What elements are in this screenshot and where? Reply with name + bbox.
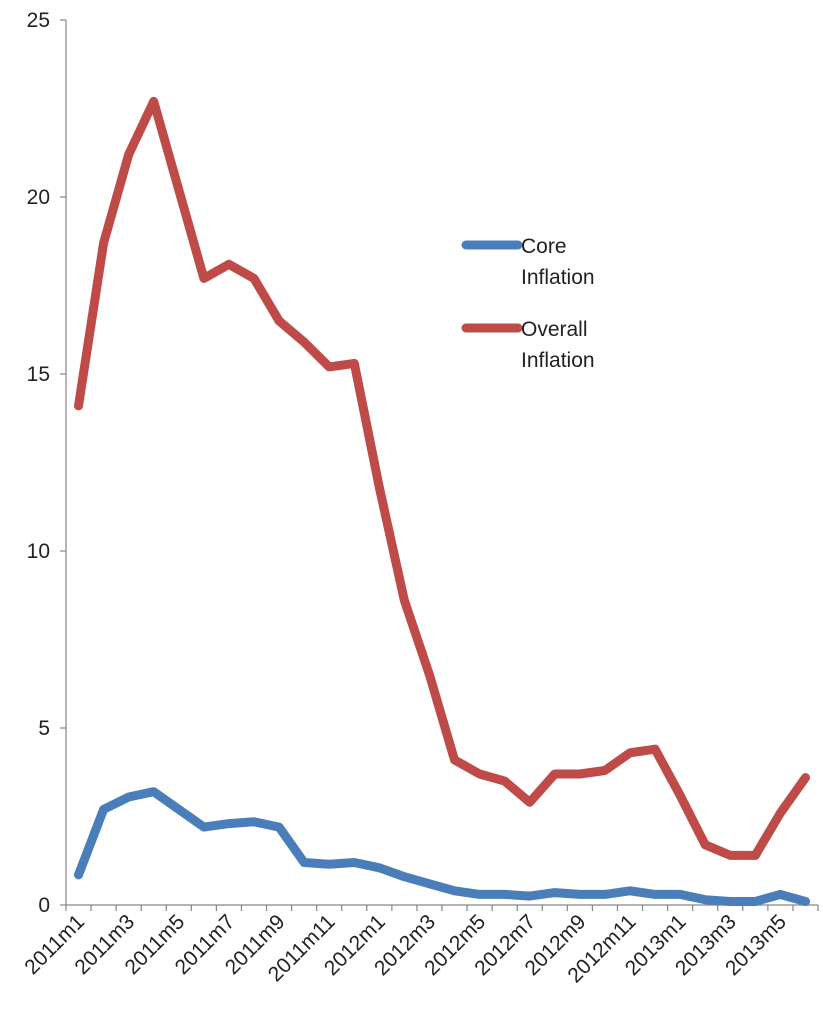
series-group: [74, 787, 810, 906]
y-tick-label: 5: [38, 717, 50, 740]
data-point: [679, 794, 681, 796]
data-point: [378, 867, 380, 869]
data-point: [103, 808, 105, 810]
data-point: [128, 796, 130, 798]
data-point: [604, 770, 606, 771]
data-point: [504, 780, 506, 782]
data-point: [153, 791, 155, 793]
data-point: [353, 362, 355, 364]
y-tick-label: 20: [27, 186, 50, 209]
data-point: [529, 895, 531, 897]
legend-item-core-inflation: Core Inflation: [461, 235, 595, 289]
data-point: [178, 189, 180, 191]
data-point: [579, 893, 581, 895]
data-point: [729, 854, 731, 856]
data-point: [203, 826, 205, 828]
data-point: [754, 901, 756, 902]
data-point: [504, 893, 506, 895]
data-point: [228, 823, 230, 825]
data-point: [679, 893, 681, 895]
data-point: [203, 277, 205, 279]
data-point: [454, 890, 455, 892]
data-point: [805, 777, 806, 779]
legend-label: Core: [521, 235, 567, 258]
y-tick-label: 0: [38, 894, 50, 917]
data-point: [328, 366, 330, 368]
data-point: [353, 862, 355, 863]
legend-label: Inflation: [521, 266, 595, 289]
series-lines: [74, 96, 810, 906]
data-point: [403, 876, 405, 878]
data-point: [103, 242, 105, 244]
data-point: [128, 154, 130, 155]
data-point: [78, 405, 79, 407]
data-point: [779, 812, 781, 814]
y-tick-label: 15: [27, 363, 50, 386]
data-point: [429, 883, 430, 885]
data-point: [78, 874, 79, 876]
data-point: [228, 263, 230, 265]
legend-item-overall-inflation: Overall Inflation: [461, 318, 595, 372]
data-point: [729, 901, 731, 902]
data-point: [554, 892, 556, 894]
data-point: [629, 752, 631, 754]
series-line-core-inflation: [74, 787, 810, 906]
data-point: [654, 893, 656, 895]
data-point: [805, 901, 806, 902]
data-point: [303, 341, 305, 343]
data-point: [479, 773, 481, 775]
data-point: [328, 863, 330, 865]
data-point: [604, 893, 606, 895]
data-point: [554, 773, 556, 775]
data-point: [153, 100, 155, 102]
data-point: [454, 759, 455, 761]
data-point: [779, 893, 781, 895]
data-point: [178, 808, 180, 810]
data-point: [278, 320, 280, 322]
y-tick-label: 10: [27, 540, 50, 563]
legend-label: Overall: [521, 318, 588, 341]
series-line-overall-inflation: [74, 96, 810, 860]
data-point: [754, 854, 756, 856]
data-point: [303, 862, 305, 863]
series-group: [74, 96, 810, 860]
data-point: [253, 821, 255, 823]
data-point: [704, 844, 706, 846]
data-point: [479, 893, 481, 895]
x-axis: 2011m12011m32011m52011m72011m92011m11201…: [20, 904, 819, 987]
data-point: [529, 801, 531, 803]
legend: Core Inflation Overall Inflation: [461, 235, 595, 372]
data-point: [579, 773, 581, 775]
data-point: [704, 899, 706, 901]
data-point: [403, 600, 405, 602]
data-point: [629, 890, 631, 892]
legend-label: Inflation: [521, 349, 595, 372]
y-axis: 0 5 10 15 20 25: [27, 9, 67, 917]
y-tick-label: 25: [27, 9, 50, 32]
data-point: [429, 674, 430, 676]
data-point: [654, 748, 656, 750]
data-point: [278, 826, 280, 828]
data-point: [253, 277, 255, 279]
data-point: [378, 486, 380, 488]
